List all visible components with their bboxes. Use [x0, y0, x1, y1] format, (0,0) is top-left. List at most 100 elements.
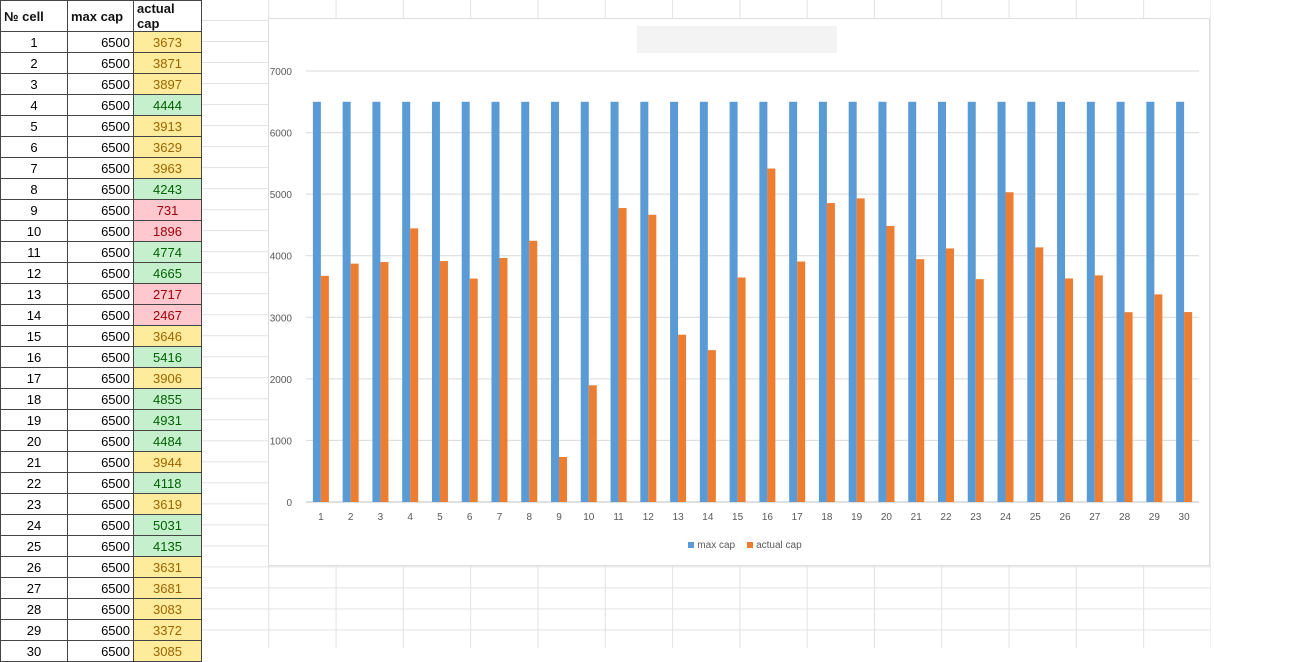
- actual-cap-cell[interactable]: 3913: [133, 115, 202, 138]
- cell-number[interactable]: 3: [0, 73, 68, 96]
- max-cap-cell[interactable]: 6500: [67, 472, 134, 495]
- max-cap-cell[interactable]: 6500: [67, 640, 134, 662]
- cell-number[interactable]: 27: [0, 577, 68, 600]
- actual-cap-cell[interactable]: 731: [133, 199, 202, 222]
- max-cap-cell[interactable]: 6500: [67, 304, 134, 327]
- legend-label[interactable]: max cap: [697, 540, 736, 551]
- actual-cap-cell[interactable]: 3681: [133, 577, 202, 600]
- cell-number[interactable]: 17: [0, 367, 68, 390]
- cell-number[interactable]: 8: [0, 178, 68, 201]
- cell-number[interactable]: 4: [0, 94, 68, 117]
- chart[interactable]: 0 1000 2000 3000 4000 5000 6000 7000 1 2 3 4 5 6 7 8 9 10…: [268, 18, 1210, 566]
- max-cap-cell[interactable]: 6500: [67, 577, 134, 600]
- actual-cap-cell[interactable]: 5416: [133, 346, 202, 369]
- actual-cap-cell[interactable]: 3871: [133, 52, 202, 75]
- max-cap-cell[interactable]: 6500: [67, 388, 134, 411]
- actual-cap-cell[interactable]: 3372: [133, 619, 202, 642]
- actual-cap-cell[interactable]: 4931: [133, 409, 202, 432]
- cell-number[interactable]: 26: [0, 556, 68, 579]
- cell-number[interactable]: 16: [0, 346, 68, 369]
- cell-number[interactable]: 5: [0, 115, 68, 138]
- actual-cap-cell[interactable]: 4774: [133, 241, 202, 264]
- actual-cap-cell[interactable]: 4118: [133, 472, 202, 495]
- cell-number[interactable]: 12: [0, 262, 68, 285]
- max-cap-cell[interactable]: 6500: [67, 94, 134, 117]
- max-cap-cell[interactable]: 6500: [67, 52, 134, 75]
- cell-number[interactable]: 23: [0, 493, 68, 516]
- max-cap-cell[interactable]: 6500: [67, 451, 134, 474]
- actual-cap-cell[interactable]: 3963: [133, 157, 202, 180]
- cell-number[interactable]: 30: [0, 640, 68, 662]
- actual-cap-cell[interactable]: 1896: [133, 220, 202, 243]
- max-cap-cell[interactable]: 6500: [67, 115, 134, 138]
- max-cap-cell[interactable]: 6500: [67, 199, 134, 222]
- actual-cap-cell[interactable]: 4135: [133, 535, 202, 558]
- cell-number[interactable]: 7: [0, 157, 68, 180]
- max-cap-cell[interactable]: 6500: [67, 73, 134, 96]
- max-cap-cell[interactable]: 6500: [67, 241, 134, 264]
- max-cap-cell[interactable]: 6500: [67, 157, 134, 180]
- cell-number[interactable]: 14: [0, 304, 68, 327]
- cell-number[interactable]: 13: [0, 283, 68, 306]
- cell-number[interactable]: 22: [0, 472, 68, 495]
- actual-cap-cell[interactable]: 3897: [133, 73, 202, 96]
- max-cap-cell[interactable]: 6500: [67, 409, 134, 432]
- actual-cap-cell[interactable]: 3906: [133, 367, 202, 390]
- max-cap-cell[interactable]: 6500: [67, 346, 134, 369]
- header-actual[interactable]: actual cap: [133, 0, 202, 32]
- header-max[interactable]: max cap: [67, 0, 134, 32]
- actual-cap-cell[interactable]: 2467: [133, 304, 202, 327]
- max-cap-cell[interactable]: 6500: [67, 262, 134, 285]
- actual-cap-cell[interactable]: 3085: [133, 640, 202, 662]
- cell-number[interactable]: 25: [0, 535, 68, 558]
- actual-cap-cell[interactable]: 4484: [133, 430, 202, 453]
- chart-title[interactable]: [637, 26, 837, 53]
- cell-number[interactable]: 24: [0, 514, 68, 537]
- max-cap-cell[interactable]: 6500: [67, 283, 134, 306]
- max-cap-cell[interactable]: 6500: [67, 430, 134, 453]
- header-cell[interactable]: № cell: [0, 0, 68, 32]
- max-cap-cell[interactable]: 6500: [67, 598, 134, 621]
- cell-number[interactable]: 2: [0, 52, 68, 75]
- actual-cap-cell[interactable]: 3646: [133, 325, 202, 348]
- cell-number[interactable]: 9: [0, 199, 68, 222]
- cell-number[interactable]: 6: [0, 136, 68, 159]
- max-cap-cell[interactable]: 6500: [67, 367, 134, 390]
- cell-number[interactable]: 29: [0, 619, 68, 642]
- cell-number[interactable]: 20: [0, 430, 68, 453]
- max-cap-cell[interactable]: 6500: [67, 535, 134, 558]
- cell-number[interactable]: 21: [0, 451, 68, 474]
- actual-cap-cell[interactable]: 4855: [133, 388, 202, 411]
- bar-max-cap: [878, 101, 887, 503]
- cell-number[interactable]: 19: [0, 409, 68, 432]
- max-cap-cell[interactable]: 6500: [67, 136, 134, 159]
- cell-number[interactable]: 18: [0, 388, 68, 411]
- legend-label[interactable]: actual cap: [756, 540, 802, 551]
- max-cap-cell[interactable]: 6500: [67, 178, 134, 201]
- cell-number[interactable]: 10: [0, 220, 68, 243]
- actual-cap-cell[interactable]: 4243: [133, 178, 202, 201]
- cell-number[interactable]: 11: [0, 241, 68, 264]
- actual-cap-cell[interactable]: 3619: [133, 493, 202, 516]
- cell-number[interactable]: 28: [0, 598, 68, 621]
- actual-cap-cell[interactable]: 2717: [133, 283, 202, 306]
- cell-number[interactable]: 1: [0, 30, 68, 54]
- max-cap-cell[interactable]: 6500: [67, 514, 134, 537]
- bar-actual-cap: [916, 259, 925, 502]
- actual-cap-cell[interactable]: 3944: [133, 451, 202, 474]
- max-cap-cell[interactable]: 6500: [67, 220, 134, 243]
- actual-cap-cell[interactable]: 3629: [133, 136, 202, 159]
- max-cap-cell[interactable]: 6500: [67, 556, 134, 579]
- max-cap-cell[interactable]: 6500: [67, 325, 134, 348]
- actual-cap-cell[interactable]: 4665: [133, 262, 202, 285]
- actual-cap-cell[interactable]: 5031: [133, 514, 202, 537]
- actual-cap-cell[interactable]: 3673: [133, 30, 202, 54]
- max-cap-cell[interactable]: 6500: [67, 493, 134, 516]
- bar-actual-cap: [499, 257, 508, 502]
- actual-cap-cell[interactable]: 3083: [133, 598, 202, 621]
- max-cap-cell[interactable]: 6500: [67, 619, 134, 642]
- actual-cap-cell[interactable]: 4444: [133, 94, 202, 117]
- cell-number[interactable]: 15: [0, 325, 68, 348]
- max-cap-cell[interactable]: 6500: [67, 30, 134, 54]
- actual-cap-cell[interactable]: 3631: [133, 556, 202, 579]
